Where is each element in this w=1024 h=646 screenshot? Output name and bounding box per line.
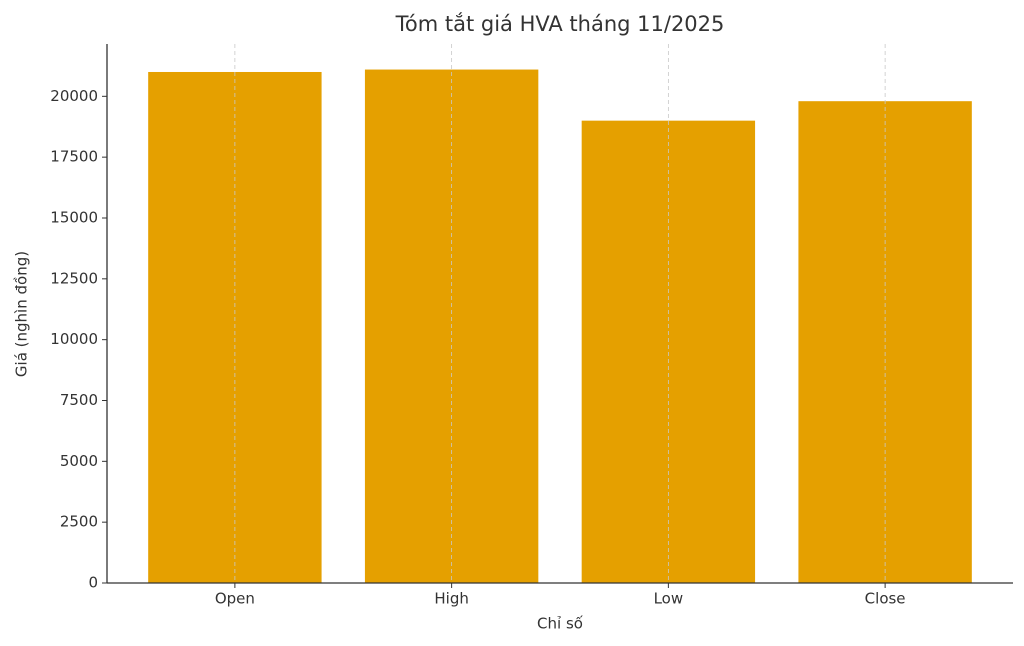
y-tick-label: 7500 <box>60 391 98 409</box>
y-tick-label: 5000 <box>60 452 98 470</box>
y-tick-label: 17500 <box>50 148 98 166</box>
y-tick-label: 12500 <box>50 269 98 287</box>
y-tick-label: 0 <box>88 574 98 592</box>
y-tick-label: 20000 <box>50 87 98 105</box>
x-tick-label: Close <box>865 590 906 608</box>
y-axis-label: Giá (nghìn đồng) <box>13 251 31 377</box>
x-axis-label: Chỉ số <box>537 615 584 633</box>
y-tick-label: 10000 <box>50 330 98 348</box>
bar <box>581 120 756 583</box>
y-tick-label: 2500 <box>60 513 98 531</box>
x-tick-label: Open <box>215 590 255 608</box>
chart-title: Tóm tắt giá HVA tháng 11/2025 <box>395 12 725 36</box>
y-tick-label: 15000 <box>50 208 98 226</box>
x-tick-label: High <box>434 590 468 608</box>
x-tick-label: Low <box>654 590 684 608</box>
